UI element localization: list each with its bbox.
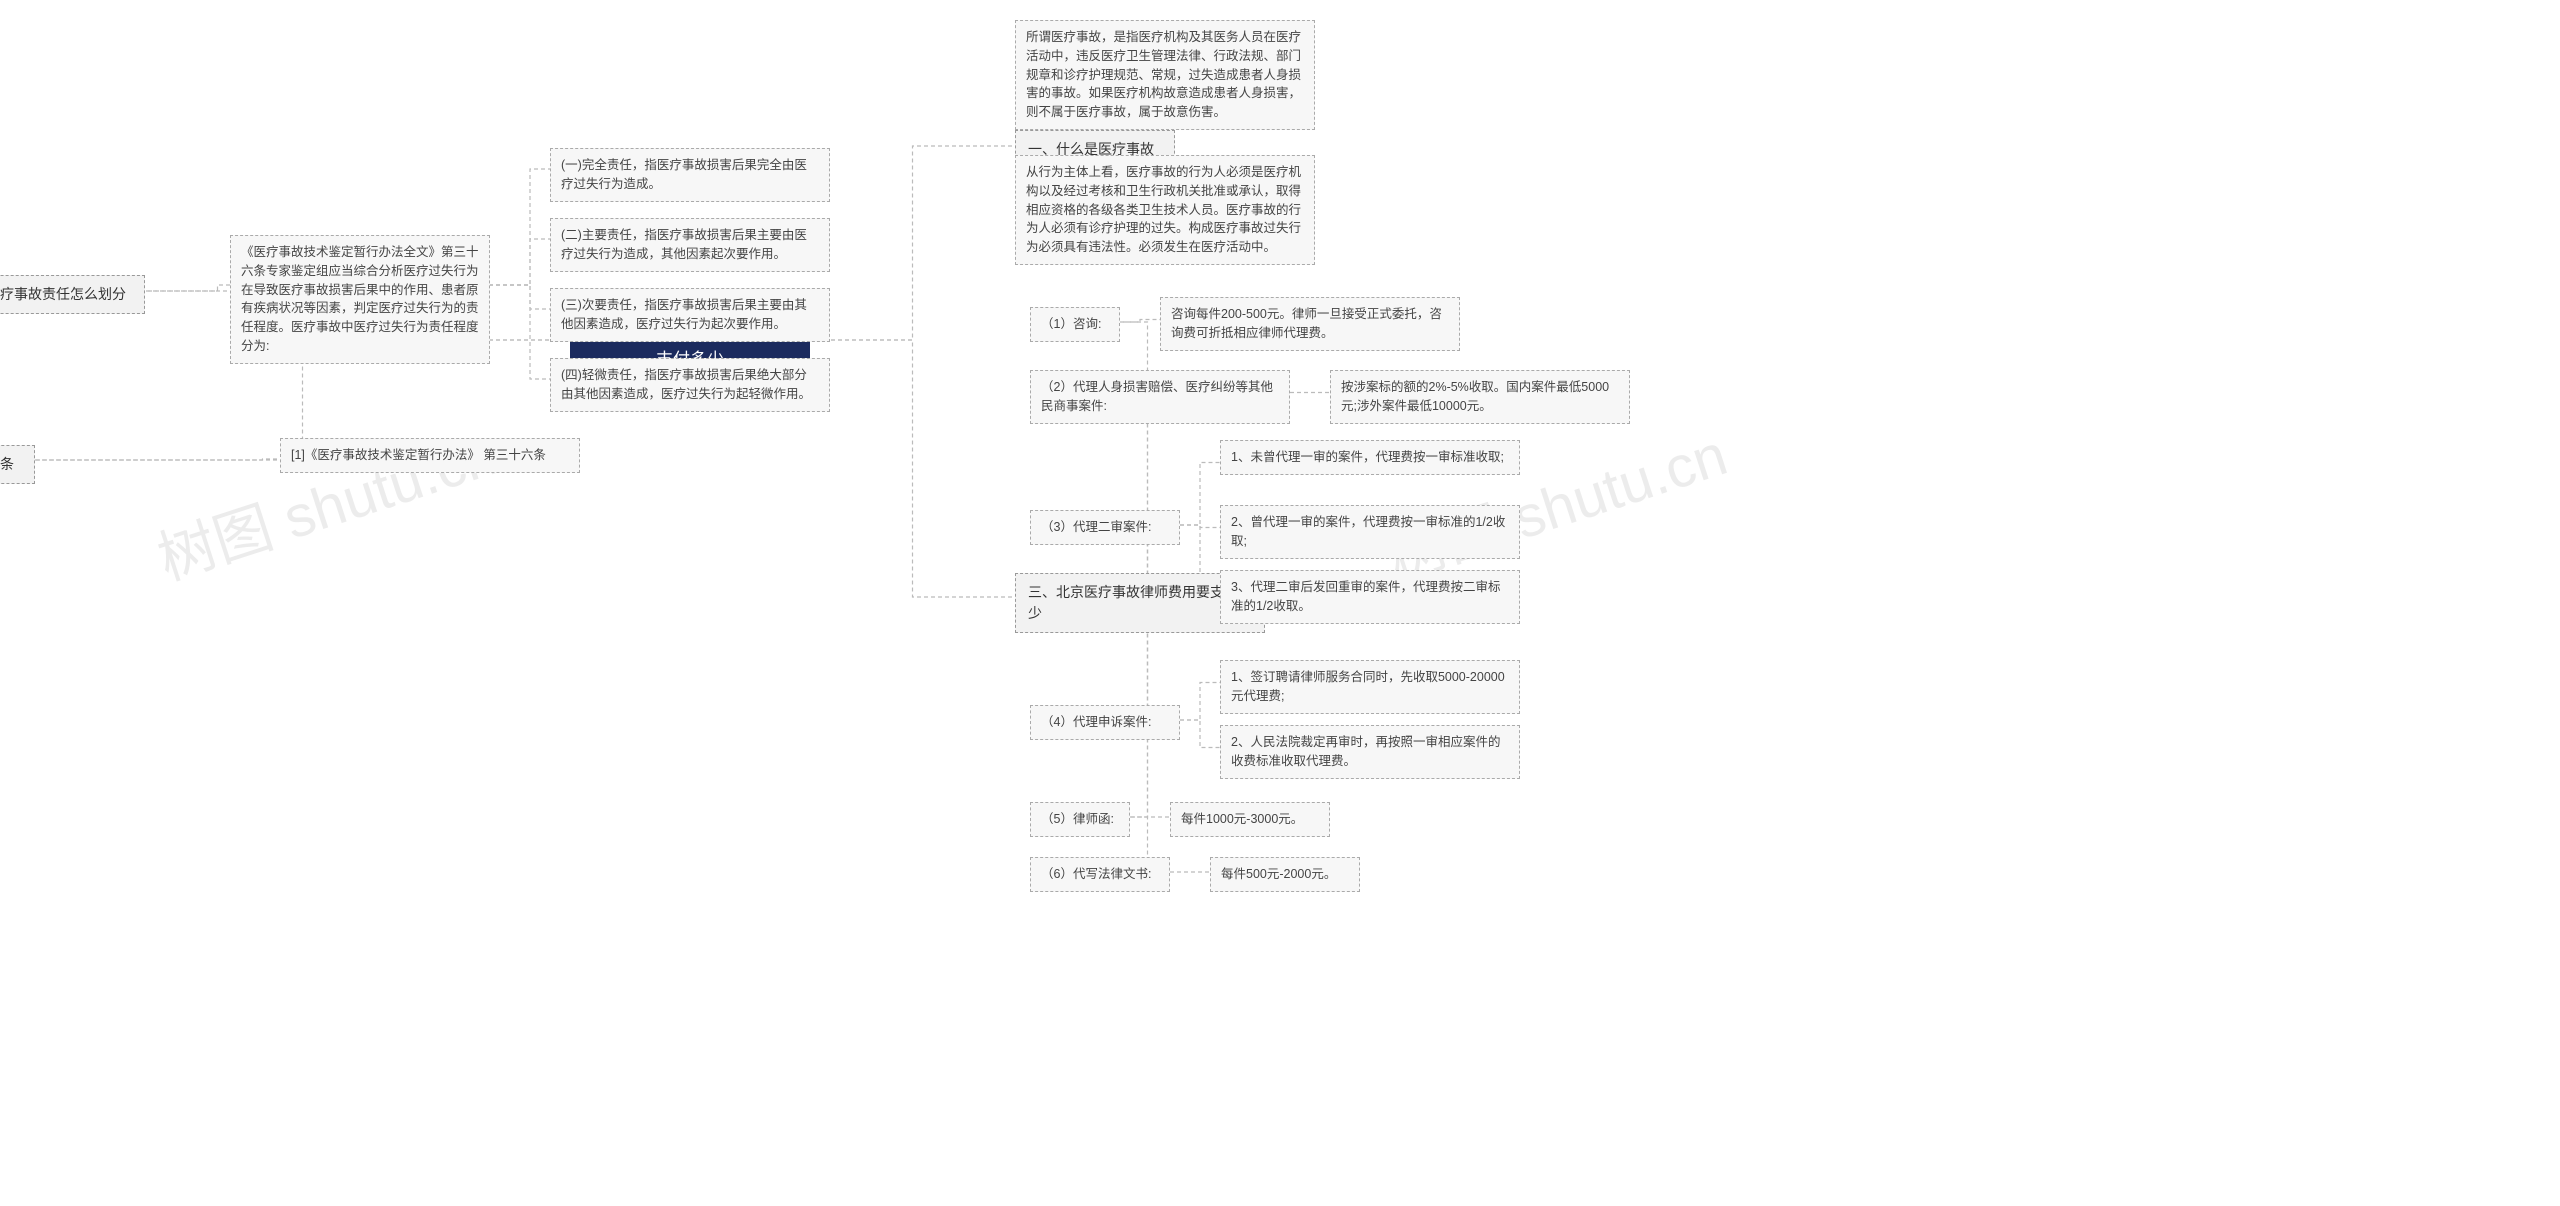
r3-child-3: （4）代理申诉案件: [1030,705,1180,740]
r3-child-1: （2）代理人身损害赔偿、医疗纠纷等其他民商事案件: [1030,370,1290,424]
l2-item-0: (一)完全责任，指医疗事故损害后果完全由医疗过失行为造成。 [550,148,830,202]
l2-item-2: (三)次要责任，指医疗事故损害后果主要由其他因素造成，医疗过失行为起次要作用。 [550,288,830,342]
r3-2-1: 2、曾代理一审的案件，代理费按一审标准的1/2收取; [1220,505,1520,559]
r1-child-1: 从行为主体上看，医疗事故的行为人必须是医疗机构以及经过考核和卫生行政机关批准或承… [1015,155,1315,265]
section-l2: 二、医疗事故责任怎么划分 [0,275,145,314]
r3-3-1: 2、人民法院裁定再审时，再按照一审相应案件的收费标准收取代理费。 [1220,725,1520,779]
r3-child-5: （6）代写法律文书: [1030,857,1170,892]
r1-child-0: 所谓医疗事故，是指医疗机构及其医务人员在医疗活动中，违反医疗卫生管理法律、行政法… [1015,20,1315,130]
r3-1-0: 按涉案标的额的2%-5%收取。国内案件最低5000元;涉外案件最低10000元。 [1330,370,1630,424]
l2-item-3: (四)轻微责任，指医疗事故损害后果绝大部分由其他因素造成，医疗过失行为起轻微作用… [550,358,830,412]
r3-2-0: 1、未曾代理一审的案件，代理费按一审标准收取; [1220,440,1520,475]
l2-intro: 《医疗事故技术鉴定暂行办法全文》第三十六条专家鉴定组应当综合分析医疗过失行为在导… [230,235,490,364]
r3-3-0: 1、签订聘请律师服务合同时，先收取5000-20000元代理费; [1220,660,1520,714]
l2-item-1: (二)主要责任，指医疗事故损害后果主要由医疗过失行为造成，其他因素起次要作用。 [550,218,830,272]
r3-5-0: 每件500元-2000元。 [1210,857,1360,892]
r3-child-4: （5）律师函: [1030,802,1130,837]
r3-child-2: （3）代理二审案件: [1030,510,1180,545]
section-ref: 引用法条 [0,445,35,484]
r3-2-2: 3、代理二审后发回重审的案件，代理费按二审标准的1/2收取。 [1220,570,1520,624]
ref-item: [1]《医疗事故技术鉴定暂行办法》 第三十六条 [280,438,580,473]
r3-child-0: （1）咨询: [1030,307,1120,342]
r3-4-0: 每件1000元-3000元。 [1170,802,1330,837]
r3-0-0: 咨询每件200-500元。律师一旦接受正式委托，咨询费可折抵相应律师代理费。 [1160,297,1460,351]
